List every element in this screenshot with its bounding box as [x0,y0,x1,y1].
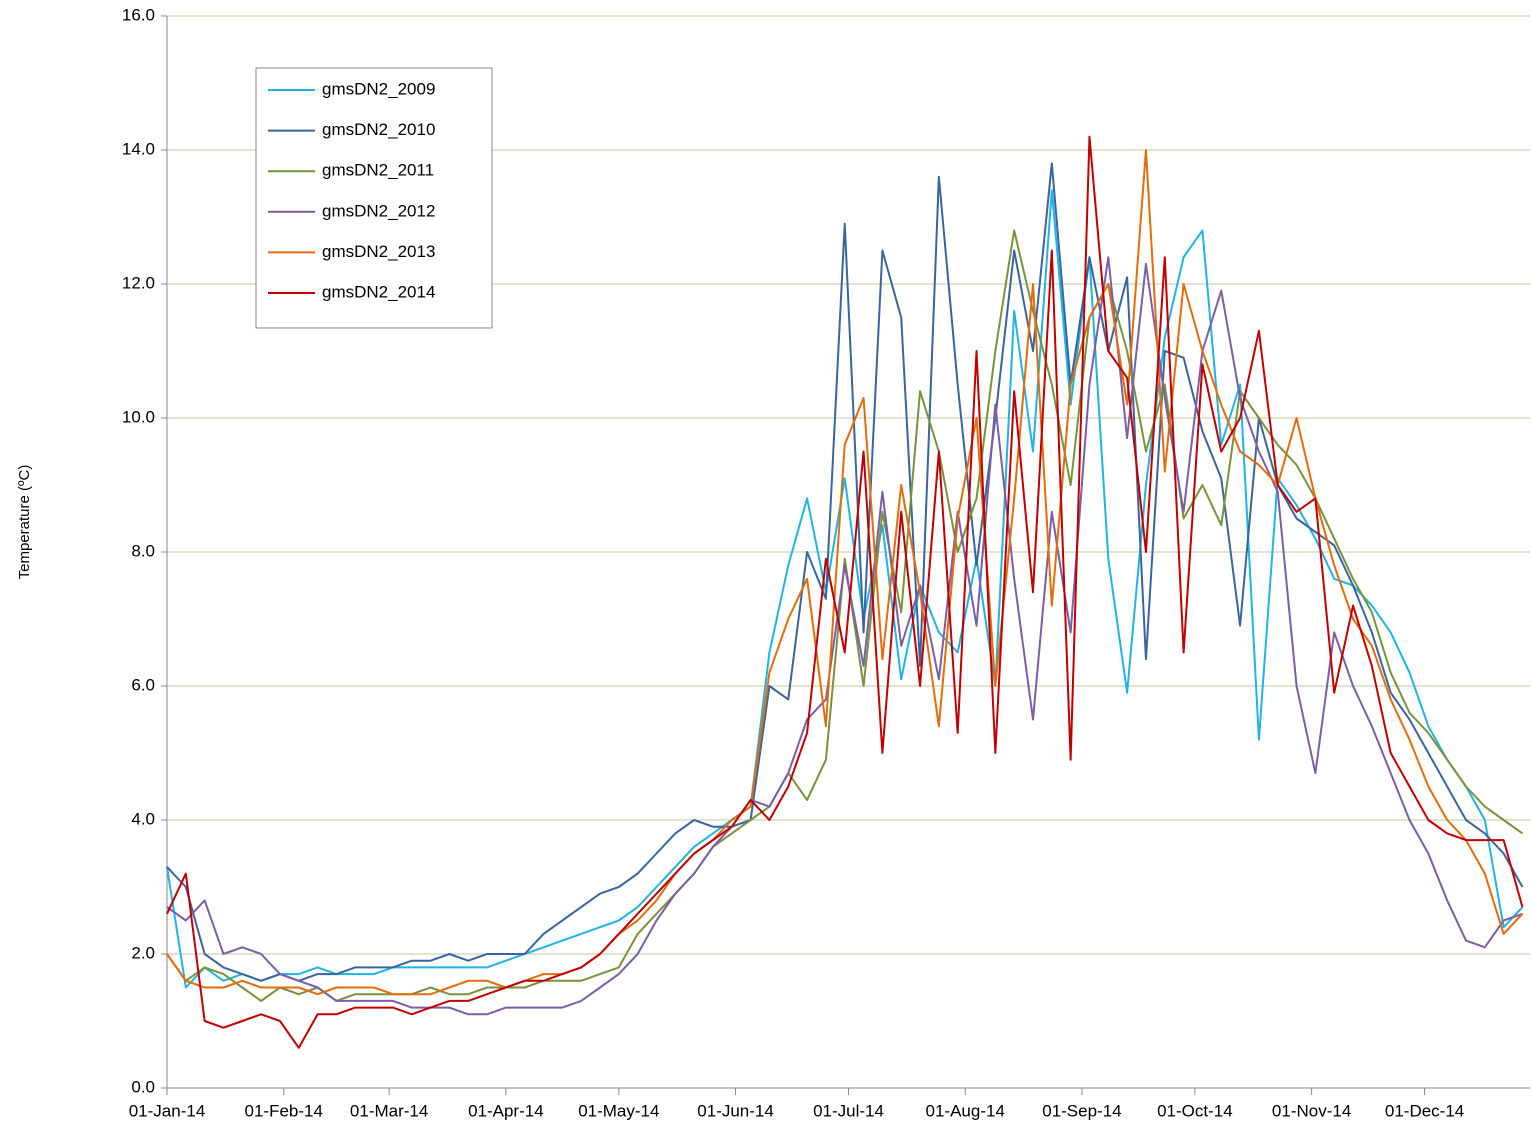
x-tick-label: 01-Jun-14 [697,1101,774,1120]
y-axis-title: Temperature (ºC) [16,465,33,580]
x-tick-label: 01-Feb-14 [245,1101,323,1120]
legend-label: gmsDN2_2010 [322,120,435,139]
x-tick-label: 01-Nov-14 [1272,1101,1351,1120]
series-line [166,229,1524,1002]
legend-label: gmsDN2_2011 [322,161,434,180]
series-line [166,149,1524,996]
y-tick-label: 14.0 [122,139,155,158]
x-tick-label: 01-Jan-14 [129,1101,206,1120]
y-tick-label: 10.0 [122,407,155,426]
x-tick-label: 01-Mar-14 [350,1101,428,1120]
legend-label: gmsDN2_2012 [322,201,435,220]
x-tick-label: 01-Jul-14 [813,1101,884,1120]
x-tick-label: 01-Sep-14 [1042,1101,1121,1120]
series-line [166,135,1524,1049]
y-tick-label: 6.0 [131,675,155,694]
y-tick-label: 16.0 [122,5,155,24]
x-tick-label: 01-May-14 [578,1101,659,1120]
series-line [166,256,1523,1016]
y-tick-label: 8.0 [131,541,155,560]
x-tick-label: 01-Apr-14 [468,1101,544,1120]
y-tick-label: 0.0 [131,1077,155,1096]
legend-label: gmsDN2_2014 [322,282,435,301]
legend-label: gmsDN2_2013 [322,242,435,261]
x-tick-label: 01-Oct-14 [1157,1101,1233,1120]
y-tick-label: 4.0 [131,809,155,828]
legend-box [255,67,493,329]
x-tick-label: 01-Aug-14 [926,1101,1005,1120]
y-tick-label: 2.0 [131,943,155,962]
x-tick-label: 01-Dec-14 [1385,1101,1464,1120]
y-tick-label: 12.0 [122,273,155,292]
series-line [166,162,1524,982]
legend-label: gmsDN2_2009 [322,79,435,98]
